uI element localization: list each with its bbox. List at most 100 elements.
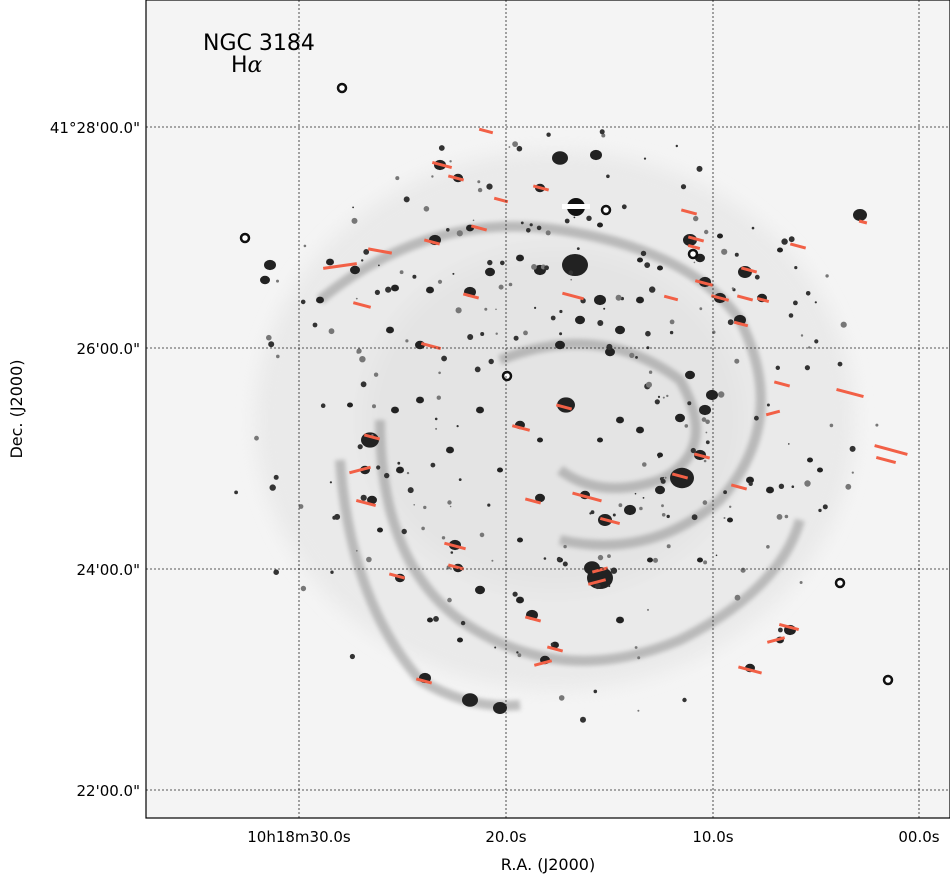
region-marker <box>572 491 602 503</box>
region-marker <box>733 320 749 328</box>
emission-speck <box>357 444 363 450</box>
emission-speck <box>734 594 741 601</box>
field-star <box>501 370 513 382</box>
x-tick-label: 10h18m30.0s <box>247 828 351 846</box>
emission-knot <box>584 561 600 575</box>
region-marker <box>470 224 488 232</box>
emission-speck <box>606 343 613 350</box>
y-tick-label: 26'00.0" <box>76 340 140 358</box>
emission-speck <box>434 417 438 421</box>
region-marker <box>663 294 679 302</box>
emission-speck <box>488 358 494 365</box>
region-marker <box>388 572 406 580</box>
emission-speck <box>405 339 409 343</box>
emission-speck <box>363 249 370 255</box>
field-star <box>336 82 348 94</box>
emission-speck <box>431 175 434 178</box>
emission-knot <box>562 253 588 277</box>
emission-speck <box>748 481 753 486</box>
object-name: NGC 3184 <box>203 31 315 56</box>
emission-speck <box>546 132 551 137</box>
emission-speck <box>423 505 427 510</box>
emission-speck <box>360 494 367 501</box>
emission-speck <box>520 221 524 225</box>
emission-knot <box>657 265 663 271</box>
emission-speck <box>788 443 790 445</box>
emission-knot <box>516 254 524 262</box>
emission-knot <box>377 527 383 533</box>
emission-speck <box>269 484 276 491</box>
emission-speck <box>644 262 651 268</box>
emission-speck <box>276 279 279 283</box>
emission-speck <box>658 456 660 459</box>
emission-speck <box>601 133 606 138</box>
y-tick-label: 22'00.0" <box>76 782 140 800</box>
region-marker <box>738 665 762 675</box>
emission-knot <box>717 233 723 239</box>
emission-knot <box>807 457 813 463</box>
emission-speck <box>794 266 798 270</box>
region-marker <box>693 452 711 460</box>
emission-knot <box>590 149 602 161</box>
emission-speck <box>800 334 804 337</box>
emission-speck <box>372 404 376 409</box>
field-star <box>882 674 894 686</box>
emission-speck <box>517 653 522 658</box>
region-marker <box>875 455 897 465</box>
emission-speck <box>413 504 416 506</box>
region-marker <box>511 424 531 432</box>
emission-speck <box>731 287 735 290</box>
emission-speck <box>639 506 643 511</box>
emission-speck <box>403 196 410 203</box>
region-marker <box>524 497 542 505</box>
y-tick-label: 24'00.0" <box>76 561 140 579</box>
emission-speck <box>384 472 390 479</box>
emission-speck <box>693 261 696 264</box>
emission-knot <box>350 265 360 275</box>
emission-speck <box>559 332 563 336</box>
emission-speck <box>705 419 710 425</box>
emission-speck <box>430 462 436 468</box>
emission-speck <box>784 514 789 519</box>
emission-speck <box>754 274 760 280</box>
emission-speck <box>666 514 670 519</box>
emission-speck <box>412 274 417 279</box>
emission-speck <box>664 476 667 479</box>
emission-speck <box>329 481 332 484</box>
emission-speck <box>849 445 856 452</box>
emission-knots <box>234 129 879 723</box>
emission-knot <box>647 557 653 563</box>
emission-speck <box>680 184 687 190</box>
region-marker <box>694 279 714 287</box>
emission-speck <box>543 557 547 560</box>
emission-speck <box>446 228 450 232</box>
emission-knot <box>396 466 404 474</box>
emission-speck <box>480 332 485 336</box>
emission-knot <box>535 493 545 503</box>
emission-speck <box>534 306 537 309</box>
emission-speck <box>266 334 272 341</box>
emission-speck <box>376 465 381 470</box>
emission-knot <box>347 402 353 408</box>
emission-speck <box>654 399 660 405</box>
emission-speck <box>300 585 307 592</box>
region-marker <box>493 196 509 204</box>
emission-speck <box>634 646 638 649</box>
emission-speck <box>669 319 675 325</box>
field-star <box>687 248 699 260</box>
emission-speck <box>455 307 462 314</box>
field-star <box>239 232 251 244</box>
emission-knot <box>457 637 463 643</box>
emission-speck <box>397 461 401 465</box>
emission-speck <box>703 560 708 565</box>
emission-speck <box>487 503 491 507</box>
emission-speck <box>544 265 549 271</box>
emission-knot <box>416 396 424 404</box>
emission-speck <box>825 274 829 278</box>
region-marker <box>355 498 377 508</box>
emission-knot <box>636 426 644 434</box>
region-marker <box>524 615 542 623</box>
emission-speck <box>661 504 664 508</box>
region-marker <box>532 184 550 192</box>
emission-speck <box>458 478 462 481</box>
